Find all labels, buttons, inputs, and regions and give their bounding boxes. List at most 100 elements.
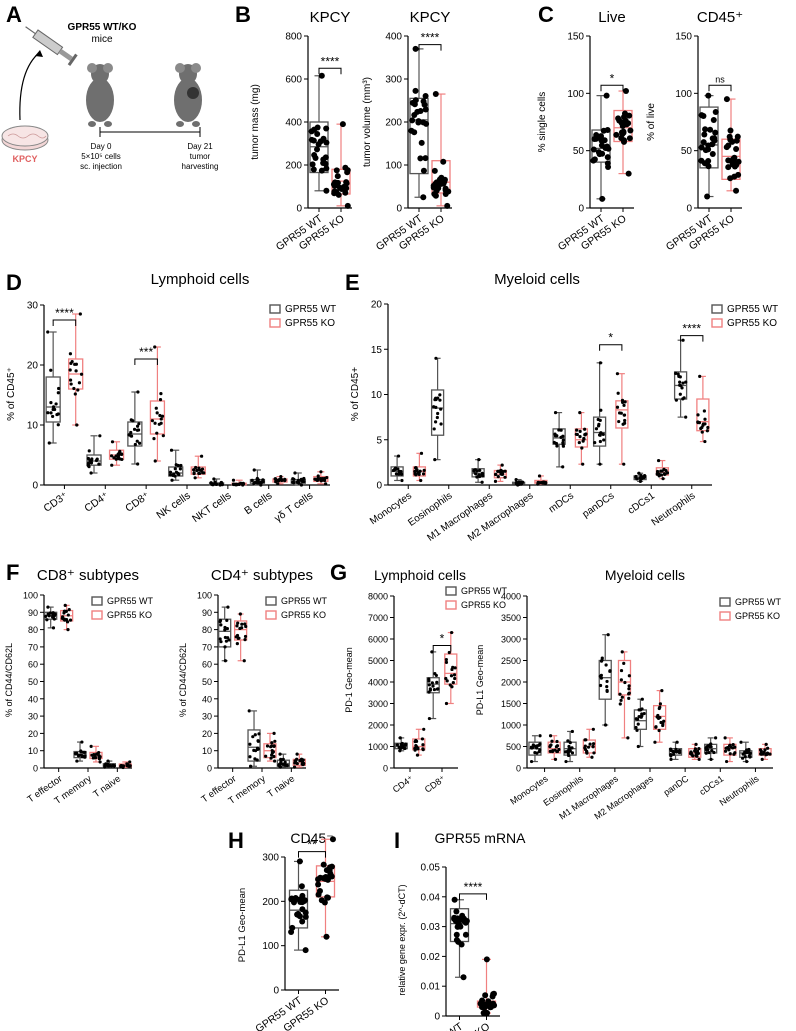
data-point xyxy=(57,386,61,391)
y-tick-label: 200 xyxy=(262,897,279,908)
y-axis-label: % of CD44/CD62L xyxy=(178,643,188,717)
data-point xyxy=(439,407,443,411)
data-point xyxy=(739,740,743,744)
significance-label: **** xyxy=(464,880,483,894)
data-point xyxy=(83,750,87,754)
y-tick-label: 50 xyxy=(202,677,212,687)
day0-cells: 5×10⁵ cells xyxy=(81,152,121,161)
data-point xyxy=(561,434,565,438)
box-wt xyxy=(45,330,61,445)
data-point xyxy=(247,709,251,713)
data-point xyxy=(63,603,67,607)
data-point xyxy=(398,470,403,474)
data-point xyxy=(220,482,224,487)
panel-a-schematic: A GPR55 WT/KO mice xyxy=(1,2,218,171)
box-ko xyxy=(315,836,336,940)
data-point xyxy=(320,156,327,163)
data-point xyxy=(414,743,418,748)
y-tick-label: 100 xyxy=(262,941,279,952)
x-tick-label: CD4⁺ xyxy=(391,773,416,794)
data-point xyxy=(449,674,454,678)
data-point xyxy=(637,708,641,712)
box-wt xyxy=(249,468,266,487)
data-point xyxy=(173,467,177,471)
significance-bracket: **** xyxy=(459,880,487,900)
data-point xyxy=(314,146,321,153)
data-point xyxy=(764,742,768,746)
day21-label: Day 21 xyxy=(187,142,213,151)
data-point xyxy=(711,135,718,142)
data-point xyxy=(398,736,402,740)
data-point xyxy=(451,665,455,669)
data-point xyxy=(678,392,682,396)
significance-bracket: **** xyxy=(318,54,342,75)
data-point xyxy=(308,128,315,135)
data-point xyxy=(567,744,571,749)
data-point xyxy=(581,462,585,466)
data-point xyxy=(501,469,505,474)
data-point xyxy=(279,759,283,763)
data-point xyxy=(555,749,560,754)
box-ko xyxy=(547,734,561,762)
data-point xyxy=(561,465,565,469)
data-point xyxy=(252,481,256,485)
data-point xyxy=(195,468,199,473)
data-point xyxy=(627,684,631,688)
data-point xyxy=(69,382,73,386)
data-point xyxy=(723,736,727,740)
data-point xyxy=(445,679,449,683)
data-point xyxy=(248,764,253,768)
data-point xyxy=(312,155,319,162)
data-point xyxy=(399,743,403,747)
box-iqr xyxy=(288,889,309,929)
data-point xyxy=(238,626,242,631)
y-tick-label: 0 xyxy=(516,764,521,774)
data-point xyxy=(200,454,204,458)
box-ko xyxy=(68,312,84,427)
data-point xyxy=(89,744,93,748)
data-point xyxy=(553,434,557,438)
data-point xyxy=(433,398,437,402)
data-point xyxy=(444,657,448,662)
data-point xyxy=(675,740,679,744)
data-point xyxy=(487,1004,494,1011)
cell-dish-icon xyxy=(1,125,49,151)
data-point xyxy=(548,749,552,753)
data-point xyxy=(210,482,214,486)
data-point xyxy=(591,744,595,749)
y-tick-label: 60 xyxy=(202,660,212,670)
y-tick-label: 500 xyxy=(506,742,521,752)
data-point xyxy=(583,744,587,748)
data-point xyxy=(226,605,230,609)
panel-letter-g: G xyxy=(330,560,347,585)
data-point xyxy=(674,750,679,754)
data-point xyxy=(333,167,340,174)
box-ko xyxy=(231,478,247,487)
box-wt xyxy=(449,896,470,981)
data-point xyxy=(116,457,121,461)
x-tick-label: B cells xyxy=(242,490,274,518)
data-point xyxy=(674,371,678,376)
legend-swatch-wt xyxy=(269,304,281,314)
data-point xyxy=(596,417,600,422)
box-wt xyxy=(430,356,445,462)
data-point xyxy=(696,420,700,424)
data-point xyxy=(212,477,216,481)
significance-label: * xyxy=(608,331,613,345)
legend-label-wt: GPR55 WT xyxy=(285,304,336,315)
data-point xyxy=(322,160,329,167)
data-point xyxy=(169,448,174,452)
data-point xyxy=(706,425,710,430)
data-point xyxy=(592,751,596,755)
data-point xyxy=(219,623,223,627)
x-tick-label: M1 Macrophages xyxy=(557,773,620,821)
data-point xyxy=(159,391,163,396)
data-point xyxy=(313,477,317,481)
data-point xyxy=(49,411,53,415)
data-point xyxy=(598,683,603,688)
data-point xyxy=(272,731,276,736)
data-point xyxy=(639,476,643,481)
x-tick-label: T naive xyxy=(91,773,123,800)
data-point xyxy=(733,745,737,749)
data-point xyxy=(599,659,604,663)
